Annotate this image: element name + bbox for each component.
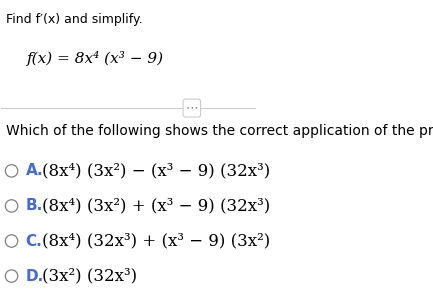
- Text: Which of the following shows the correct application of the product rule?: Which of the following shows the correct…: [6, 124, 433, 138]
- Text: f(x) = 8x⁴ (x³ − 9): f(x) = 8x⁴ (x³ − 9): [27, 51, 164, 66]
- Point: [8, 204, 15, 208]
- Text: (8x⁴) (32x³) + (x³ − 9) (3x²): (8x⁴) (32x³) + (x³ − 9) (3x²): [42, 232, 270, 250]
- Text: Find f′(x) and simplify.: Find f′(x) and simplify.: [6, 13, 143, 26]
- Text: B.: B.: [26, 199, 43, 214]
- Point: [8, 168, 15, 173]
- Point: [8, 274, 15, 278]
- Text: (8x⁴) (3x²) + (x³ − 9) (32x³): (8x⁴) (3x²) + (x³ − 9) (32x³): [42, 197, 270, 214]
- Text: D.: D.: [26, 268, 44, 283]
- Text: (8x⁴) (3x²) − (x³ − 9) (32x³): (8x⁴) (3x²) − (x³ − 9) (32x³): [42, 162, 270, 179]
- Text: (3x²) (32x³): (3x²) (32x³): [42, 268, 137, 285]
- Text: A.: A.: [26, 163, 43, 178]
- Text: C.: C.: [26, 234, 42, 248]
- Text: ⋯: ⋯: [186, 101, 198, 114]
- Point: [8, 239, 15, 243]
